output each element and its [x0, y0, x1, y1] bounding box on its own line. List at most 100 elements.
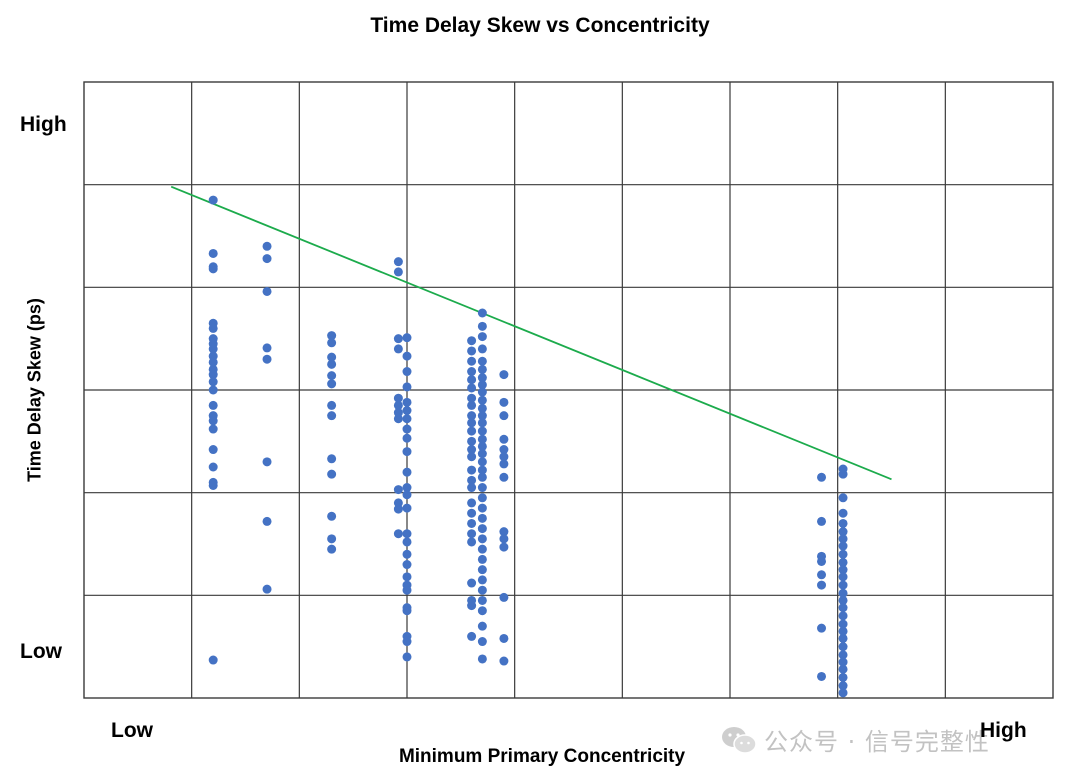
data-point [838, 565, 848, 575]
data-point [499, 472, 509, 482]
data-point [838, 527, 848, 537]
data-point [402, 549, 412, 559]
data-point [477, 457, 487, 467]
data-point [477, 364, 487, 374]
data-point [838, 626, 848, 636]
data-point [477, 554, 487, 564]
data-point [327, 511, 337, 521]
data-point [499, 542, 509, 552]
data-point [477, 637, 487, 647]
data-point [467, 529, 477, 539]
data-point [477, 565, 487, 575]
data-point [402, 467, 412, 477]
data-point [393, 504, 403, 514]
data-point [477, 654, 487, 664]
y-axis-high-label: High [20, 113, 67, 136]
data-point [402, 406, 412, 416]
data-point [838, 619, 848, 629]
data-point [262, 516, 272, 526]
data-point [467, 418, 477, 428]
plot-border [83, 81, 1054, 699]
data-point [467, 518, 477, 528]
data-point [393, 498, 403, 508]
x-axis-high-label: High [980, 719, 1027, 742]
data-point [467, 631, 477, 641]
data-point [208, 370, 218, 380]
data-point [817, 671, 827, 681]
data-point [402, 652, 412, 662]
data-point [208, 264, 218, 274]
data-point [838, 572, 848, 582]
data-point [499, 459, 509, 469]
data-point [817, 556, 827, 566]
data-point [393, 400, 403, 410]
data-point [467, 452, 477, 462]
data-point [262, 584, 272, 594]
data-point [477, 621, 487, 631]
x-axis-low-label: Low [111, 719, 153, 742]
y-axis-low-label: Low [20, 640, 62, 663]
data-point [499, 527, 509, 537]
watermark-text: 公众号 · 信号完整性 [764, 728, 990, 756]
data-point [477, 544, 487, 554]
data-point [838, 650, 848, 660]
data-point [838, 557, 848, 567]
data-point [402, 483, 412, 493]
data-point [393, 485, 403, 495]
wechat-icon [722, 726, 757, 754]
data-point [477, 575, 487, 585]
data-point [402, 637, 412, 647]
data-point [402, 560, 412, 570]
data-point [477, 332, 487, 342]
data-point [467, 475, 477, 485]
data-point [477, 503, 487, 513]
data-point [838, 508, 848, 518]
data-point [838, 657, 848, 667]
data-point [467, 383, 477, 393]
data-point [208, 344, 218, 354]
data-point [208, 385, 218, 395]
data-point [327, 338, 337, 348]
data-point [499, 397, 509, 407]
data-point [467, 367, 477, 377]
data-point [467, 498, 477, 508]
data-point [467, 411, 477, 421]
data-point [477, 449, 487, 459]
data-point [838, 549, 848, 559]
data-point [208, 424, 218, 434]
data-point [402, 414, 412, 424]
data-point [817, 570, 827, 580]
data-point [467, 346, 477, 356]
data-point [477, 403, 487, 413]
data-point [838, 580, 848, 590]
data-point [208, 195, 218, 205]
data-point [402, 529, 412, 539]
data-point [477, 373, 487, 383]
x-axis-label: Minimum Primary Concentricity [398, 746, 686, 767]
data-point [499, 445, 509, 455]
data-point [467, 508, 477, 518]
data-point [208, 377, 218, 387]
data-point [402, 351, 412, 361]
data-point [402, 606, 412, 616]
data-point [393, 414, 403, 424]
data-point [477, 534, 487, 544]
data-point [467, 375, 477, 385]
data-point [402, 433, 412, 443]
data-point [208, 400, 218, 410]
data-point [402, 382, 412, 392]
data-point [499, 411, 509, 421]
data-point [402, 367, 412, 377]
data-point [262, 354, 272, 364]
data-point [327, 371, 337, 381]
data-point [327, 379, 337, 389]
data-point [477, 472, 487, 482]
data-point [467, 601, 477, 611]
data-point [262, 241, 272, 251]
chart-title: Time Delay Skew vs Concentricity [370, 14, 710, 37]
data-point [327, 469, 337, 479]
data-point [262, 343, 272, 353]
data-point [208, 445, 218, 455]
data-point [477, 513, 487, 523]
data-point [477, 483, 487, 493]
